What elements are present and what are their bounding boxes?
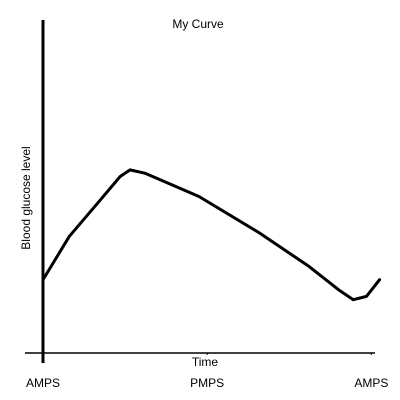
x-tick-label: PMPS	[190, 376, 224, 390]
x-axis-label: Time	[192, 355, 219, 369]
x-tick-label: AMPS	[26, 376, 60, 390]
y-axis-label: Blood glucose level	[19, 146, 33, 249]
chart-title: My Curve	[172, 17, 224, 31]
curve	[41, 168, 382, 302]
x-tick-label: AMPS	[354, 376, 388, 390]
